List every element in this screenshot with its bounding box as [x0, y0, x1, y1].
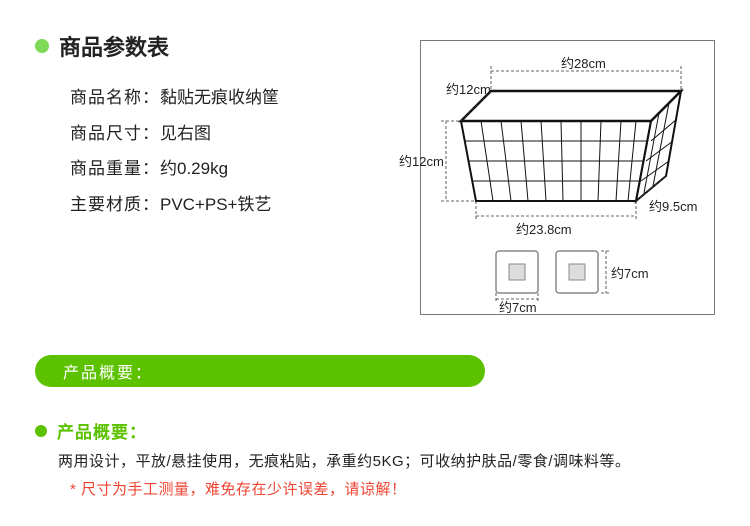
bullet-icon: [35, 425, 47, 437]
spec-value: 黏贴无痕收纳筐: [160, 88, 279, 107]
spec-value: PVC+PS+铁艺: [160, 195, 272, 214]
section-title: 商品参数表: [59, 30, 169, 62]
dim-hook-w: 约7cm: [499, 297, 537, 316]
dim-bottom-width: 约23.8cm: [516, 219, 572, 238]
note-text: * 尺寸为手工测量，难免存在少许误差，请谅解！: [70, 478, 407, 499]
dimension-diagram: 约28cm 约12cm 约12cm 约23.8cm 约9.5cm 约7cm 约7…: [420, 40, 715, 315]
spec-label: 商品名称：: [70, 88, 160, 107]
spec-value: 见右图: [160, 124, 211, 143]
dim-depth-bottom: 约9.5cm: [649, 196, 697, 215]
spec-label: 主要材质：: [70, 195, 160, 214]
description-text: 两用设计，平放/悬挂使用，无痕粘贴，承重约5KG；可收纳护肤品/零食/调味料等。: [58, 450, 631, 471]
sub-section-row: 产品概要：: [35, 418, 147, 443]
spec-value: 约0.29kg: [160, 159, 228, 178]
banner-text: 产品概要：: [63, 359, 153, 383]
sub-section-title: 产品概要：: [57, 418, 147, 443]
spec-label: 商品重量：: [70, 159, 160, 178]
bullet-icon: [35, 39, 49, 53]
dim-top-width: 约28cm: [561, 53, 606, 72]
dim-height: 约12cm: [399, 151, 444, 170]
spec-label: 商品尺寸：: [70, 124, 160, 143]
overview-banner: 产品概要：: [35, 355, 485, 387]
dim-depth-top: 约12cm: [446, 79, 491, 98]
dim-hook-h: 约7cm: [611, 263, 649, 282]
